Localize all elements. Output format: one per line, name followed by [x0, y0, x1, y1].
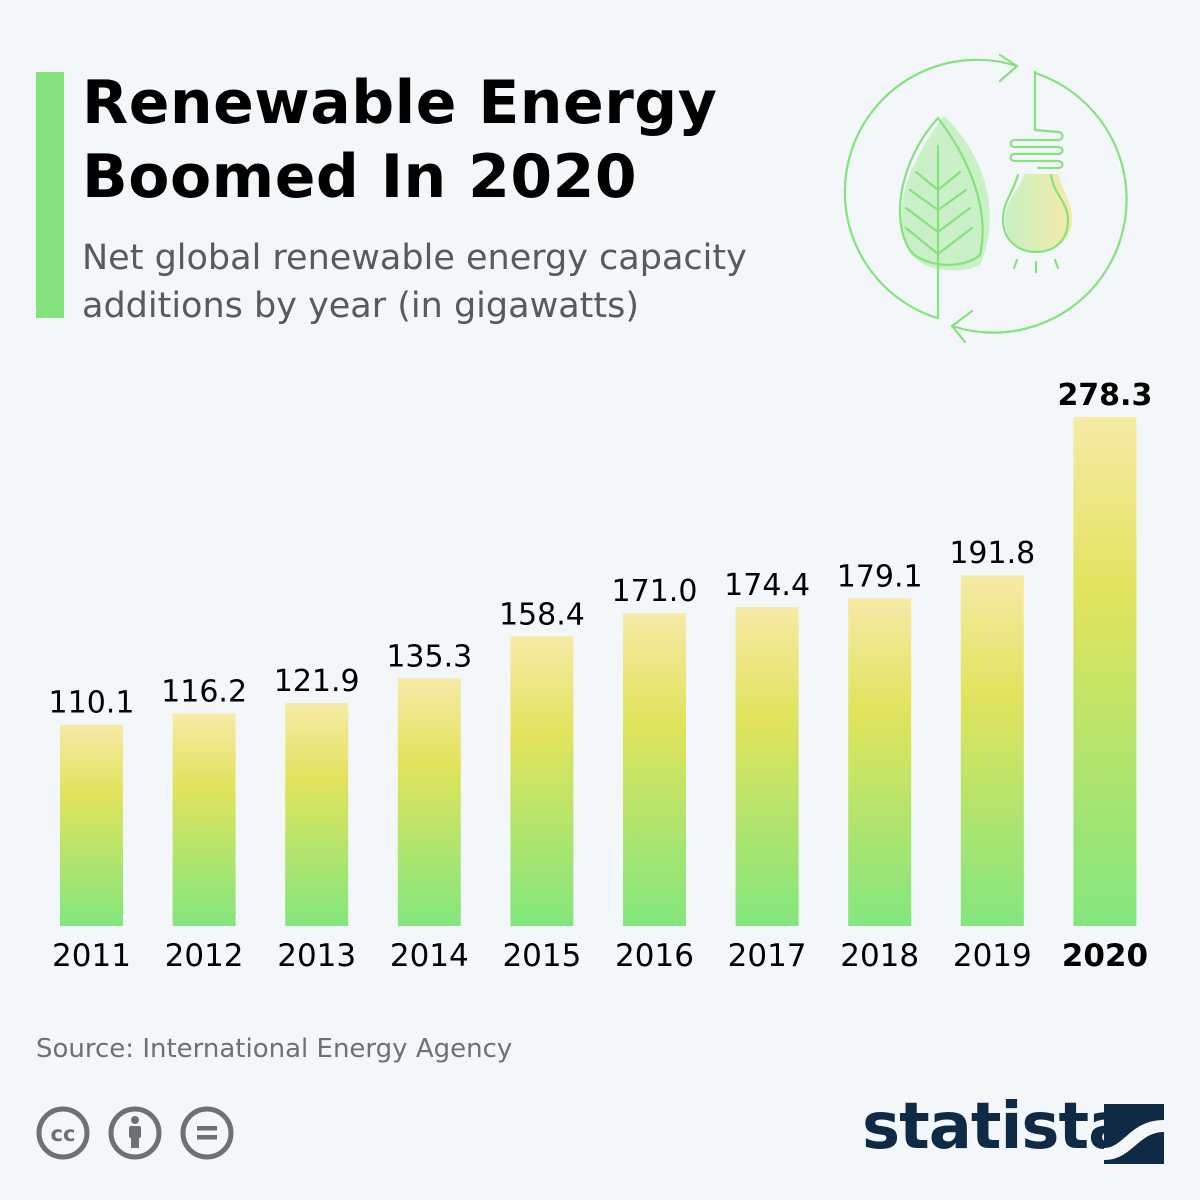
statista-logo-icon [1104, 1104, 1164, 1164]
value-label: 179.1 [837, 559, 923, 594]
value-label: 121.9 [274, 664, 360, 699]
value-label: 191.8 [949, 536, 1035, 571]
source-note: Source: International Energy Agency [36, 1034, 513, 1064]
category-label: 2012 [165, 938, 244, 974]
bar-chart: 110.1 2011 116.2 2012 121.9 2013 135.3 2014 158.… [49, 378, 1153, 974]
category-label: 2014 [390, 938, 469, 974]
bar-2014 [397, 678, 461, 926]
value-label: 278.3 [1057, 378, 1152, 413]
value-label: 158.4 [499, 597, 585, 632]
value-label: 174.4 [724, 568, 810, 603]
category-label: 2020 [1062, 938, 1148, 974]
bar-2020 [1073, 417, 1137, 926]
category-label: 2016 [615, 938, 694, 974]
bar-2016 [623, 613, 686, 926]
value-label: 171.0 [612, 574, 698, 609]
bar-2019 [960, 575, 1024, 926]
bar-2018 [848, 598, 912, 926]
category-label: 2011 [52, 938, 131, 974]
category-label: 2017 [728, 938, 807, 974]
no-derivatives-icon[interactable] [180, 1106, 234, 1160]
value-label: 110.1 [49, 686, 135, 721]
title-line-1: Renewable Energy [82, 68, 718, 138]
page-title: Renewable Energy Boomed In 2020 [82, 66, 717, 214]
bar-2012 [172, 713, 236, 926]
subtitle-line-2: additions by year (in gigawatts) [82, 286, 639, 326]
statista-logo-text: statista [862, 1090, 1131, 1164]
value-label: 116.2 [161, 674, 247, 709]
cc-icon[interactable]: cc [36, 1106, 90, 1160]
leaf-lightbulb-recycle-icon [843, 53, 1128, 344]
title-line-2: Boomed In 2020 [82, 142, 638, 212]
category-label: 2019 [953, 938, 1032, 974]
svg-text:cc: cc [51, 1122, 76, 1146]
category-label: 2015 [502, 938, 581, 974]
title-accent-bar [36, 72, 64, 318]
bar-2011 [60, 724, 123, 926]
category-label: 2013 [277, 938, 356, 974]
value-label: 135.3 [386, 640, 472, 675]
attribution-icon[interactable] [108, 1106, 162, 1160]
category-label: 2018 [840, 938, 919, 974]
bar-2017 [735, 607, 799, 926]
subtitle-line-1: Net global renewable energy capacity [82, 238, 747, 278]
bar-2013 [285, 703, 349, 926]
subtitle: Net global renewable energy capacity add… [82, 234, 747, 330]
bar-2015 [510, 636, 574, 926]
